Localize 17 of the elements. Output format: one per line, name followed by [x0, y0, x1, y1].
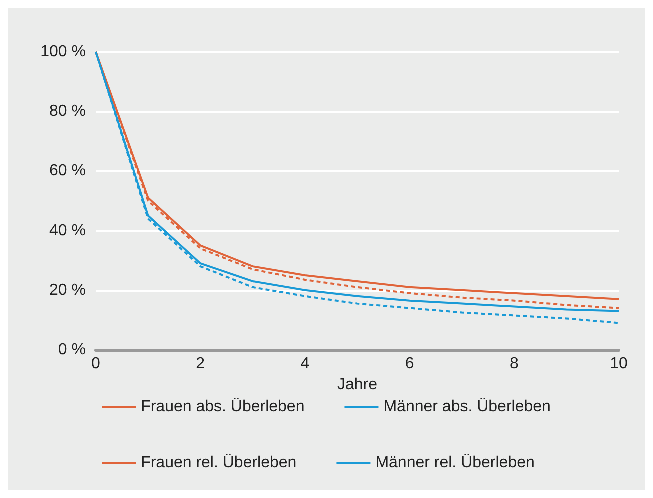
x-tick-label: 8: [510, 356, 519, 372]
y-tick-label: 20 %: [50, 282, 86, 299]
y-tick-label: 80 %: [50, 103, 86, 120]
y-tick-label: 100 %: [40, 44, 86, 60]
legend-label: Frauen rel. Überleben: [141, 454, 297, 472]
x-tick-label: 4: [300, 356, 310, 372]
x-tick-label: 2: [196, 356, 206, 372]
y-tick-label: 0 %: [58, 342, 86, 358]
x-tick-label: 10: [610, 356, 628, 372]
x-tick-label: 0: [92, 356, 101, 372]
x-tick-label: 6: [405, 356, 414, 372]
legend-label: Männer rel. Überleben: [376, 454, 535, 472]
y-tick-label: 40 %: [50, 222, 86, 240]
x-axis-title: Jahre: [337, 376, 378, 394]
legend-label: Männer abs. Überleben: [384, 398, 551, 416]
y-tick-label: 60 %: [50, 162, 86, 180]
legend-label: Frauen abs. Überleben: [141, 398, 305, 416]
